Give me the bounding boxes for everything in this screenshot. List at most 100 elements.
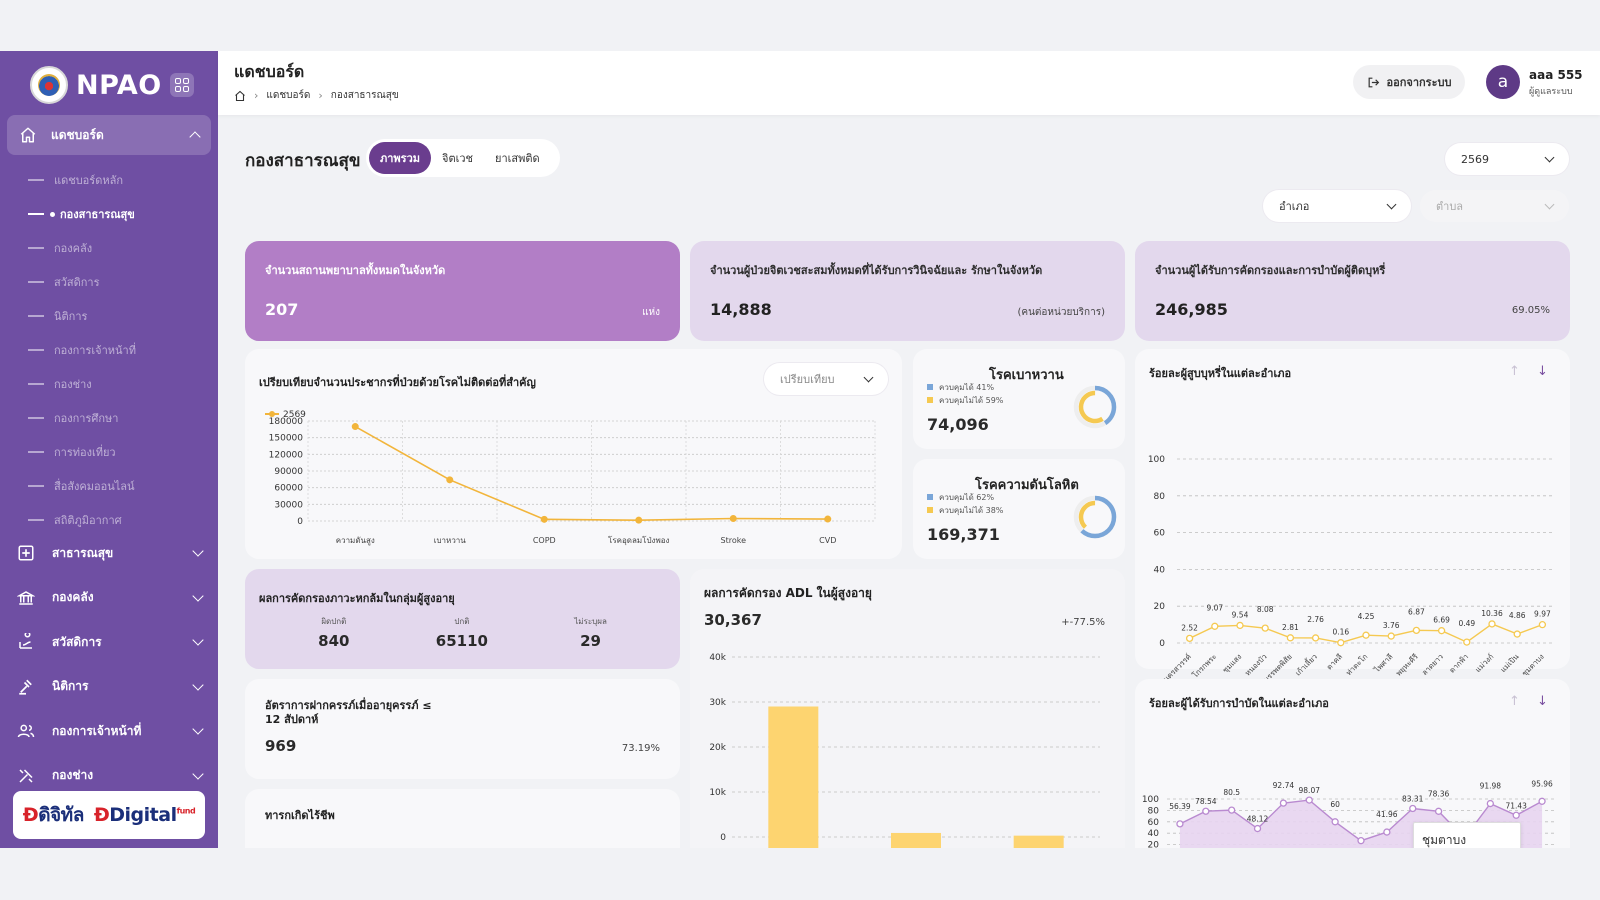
sidebar-subitem[interactable]: กองการเจ้าหน้าที่ bbox=[28, 333, 208, 367]
y-tick-label: 40 bbox=[1154, 565, 1166, 575]
district-select[interactable]: อำเภอ bbox=[1263, 190, 1411, 222]
data-label: 9.07 bbox=[1206, 603, 1223, 612]
sidebar-subitem[interactable]: สวัสดิการ bbox=[28, 265, 208, 299]
x-tick-label: โรคอุดลมโป่งพอง bbox=[608, 535, 669, 545]
tab-overview[interactable]: ภาพรวม bbox=[369, 142, 432, 174]
sort-down-button[interactable]: ↓ bbox=[1537, 694, 1548, 709]
x-tick-label: ตากฟ้า bbox=[1447, 652, 1470, 675]
sidebar-subitem[interactable]: สื่อสังคมออนไลน์ bbox=[28, 469, 208, 503]
kpi-value: 246,985 bbox=[1155, 300, 1228, 319]
sidebar-subitem[interactable]: กองสาธารณสุข bbox=[28, 197, 208, 231]
logout-button[interactable]: ออกจากระบบ bbox=[1353, 65, 1465, 99]
sidebar-subitem-label: กองช่าง bbox=[54, 378, 92, 391]
sidebar-subitem[interactable]: นิติการ bbox=[28, 299, 208, 333]
data-point bbox=[1538, 621, 1547, 629]
kpi-label: จำนวนผู้ป่วยจิตเวชสะสมทั้งหมดที่ได้รับกา… bbox=[710, 264, 1043, 277]
sidebar-subitem[interactable]: กองช่าง bbox=[28, 367, 208, 401]
stat-value: 840 bbox=[318, 632, 350, 650]
legend-controlled: ควบคุมได้ 41% bbox=[927, 381, 994, 394]
data-label: 0.16 bbox=[1332, 628, 1349, 637]
diabetes-card: โรคเบาหวาน ควบคุมได้ 41% ควบคุมไม่ได้ 59… bbox=[913, 349, 1125, 449]
avatar[interactable]: a bbox=[1486, 65, 1520, 99]
data-point bbox=[1383, 828, 1391, 836]
prenatal-value: 969 bbox=[265, 737, 297, 755]
bank-icon bbox=[16, 589, 36, 607]
x-tick-label: ไพศาลี bbox=[1372, 652, 1395, 675]
data-label: 78.36 bbox=[1428, 789, 1450, 798]
data-point bbox=[1286, 634, 1295, 642]
data-point bbox=[1488, 620, 1496, 628]
dash-icon bbox=[28, 179, 44, 181]
x-tick-label: ท่าตะโก bbox=[1344, 652, 1369, 677]
data-label: 80.5 bbox=[1223, 788, 1240, 797]
user-name[interactable]: aaa 555 bbox=[1529, 68, 1583, 82]
sidebar-subitem-label: สื่อสังคมออนไลน์ bbox=[54, 480, 135, 493]
prenatal-title: อัตราการฝากครรภ์เมื่ออายุครรภ์ ≤ 12 สัปด… bbox=[265, 699, 432, 726]
sidebar-item[interactable]: กองการเจ้าหน้าที่ bbox=[16, 709, 204, 754]
data-label: 91.98 bbox=[1480, 782, 1502, 791]
ncd-line-chart: 2569 0 30000 60000 90000 120000 150000 180000 คว… bbox=[265, 410, 876, 546]
sidebar-subitem-label: การท่องเที่ยว bbox=[54, 446, 116, 459]
sidebar-mainnav: สาธารณสุขกองคลัง สวัสดิการ นิติการ กองการเจ… bbox=[16, 531, 204, 799]
sidebar-item[interactable]: สาธารณสุข bbox=[16, 531, 204, 576]
legend-uncontrolled: ควบคุมไม่ได้ 38% bbox=[927, 504, 1003, 517]
tab-psychiatry[interactable]: จิตเวช bbox=[442, 152, 474, 165]
brand[interactable]: NPAO bbox=[30, 66, 194, 104]
data-point bbox=[446, 476, 454, 484]
tab-narcotics[interactable]: ยาเสพติด bbox=[495, 152, 540, 165]
sidebar-item[interactable]: กองคลัง bbox=[16, 576, 204, 621]
y-tick-label: 0 bbox=[720, 833, 726, 843]
subdistrict-select[interactable]: ตำบล bbox=[1420, 190, 1569, 222]
compare-select[interactable]: เปรียบเทียบ bbox=[764, 363, 888, 395]
data-point bbox=[1202, 807, 1210, 815]
data-label: 8.08 bbox=[1257, 605, 1274, 614]
smoker-chart-card: ร้อยละผู้สูบบุหรี่ในแต่ละอำเภอ ↑ ↓ 0 20 40… bbox=[1135, 349, 1570, 695]
hypertension-value: 169,371 bbox=[927, 525, 1000, 544]
sidebar-subitem-label: กองสาธารณสุข bbox=[60, 208, 135, 221]
prenatal-card: อัตราการฝากครรภ์เมื่ออายุครรภ์ ≤ 12 สัปด… bbox=[245, 679, 680, 779]
sort-down-button[interactable]: ↓ bbox=[1537, 364, 1548, 379]
y-tick-label: 60 bbox=[1148, 818, 1160, 828]
diabetes-title: โรคเบาหวาน bbox=[989, 368, 1064, 383]
data-label: 2.76 bbox=[1307, 615, 1324, 624]
bar bbox=[1013, 835, 1064, 848]
home-icon[interactable] bbox=[234, 90, 246, 102]
sidebar-item-dashboard[interactable]: แดชบอร์ด bbox=[7, 115, 211, 155]
sidebar-item[interactable]: นิติการ bbox=[16, 665, 204, 710]
digital-fund-banner[interactable]: Ðดิจิทัล ÐDigitalfund bbox=[13, 791, 205, 839]
x-tick-label: เก้าเลี้ยว bbox=[1293, 651, 1319, 677]
page-title: แดชบอร์ด bbox=[234, 62, 305, 81]
sidebar-subitem[interactable]: กองการศึกษา bbox=[28, 401, 208, 435]
sidebar-subitem[interactable]: กองคลัง bbox=[28, 231, 208, 265]
sort-up-button[interactable]: ↑ bbox=[1509, 364, 1520, 379]
apps-grid-icon[interactable] bbox=[169, 73, 194, 97]
x-tick-label: ลาดยาว bbox=[1420, 652, 1445, 677]
sort-up-button[interactable]: ↑ bbox=[1509, 694, 1520, 709]
data-label: 56.39 bbox=[1169, 802, 1191, 811]
data-point bbox=[1331, 818, 1339, 826]
sidebar-subitem[interactable]: การท่องเที่ยว bbox=[28, 435, 208, 469]
y-tick-label: 180000 bbox=[269, 417, 304, 427]
sidebar-subitem[interactable]: สถิติภูมิอากาศ bbox=[28, 503, 208, 537]
x-tick-label: ตาคลี bbox=[1325, 652, 1345, 672]
sidebar-subitem-label: กองการเจ้าหน้าที่ bbox=[54, 344, 136, 357]
year-select[interactable]: 2569 bbox=[1445, 143, 1569, 175]
hypertension-title: โรคความดันโลหิต bbox=[975, 478, 1079, 493]
chart-tooltip: ชุมตาบง bbox=[1413, 822, 1521, 848]
breadcrumb-dashboard[interactable]: แดชบอร์ด bbox=[266, 90, 311, 101]
kpi-unit: แห่ง bbox=[642, 307, 660, 318]
sidebar-item[interactable]: กองช่าง bbox=[16, 754, 204, 799]
sidebar-subitem[interactable]: แดชบอร์ดหลัก bbox=[28, 163, 208, 197]
logout-icon bbox=[1368, 77, 1379, 87]
data-point bbox=[1211, 622, 1219, 630]
data-point bbox=[824, 515, 832, 523]
y-tick-label: 90000 bbox=[274, 467, 303, 477]
data-label: 78.54 bbox=[1195, 797, 1217, 806]
sidebar-item-label: สาธารณสุข bbox=[52, 545, 114, 560]
sidebar-item[interactable]: สวัสดิการ bbox=[16, 620, 204, 665]
gavel-icon bbox=[16, 678, 36, 696]
digital-logo-th: Ðดิจิทัล bbox=[22, 804, 85, 826]
series-line bbox=[354, 425, 828, 521]
data-label: 9.54 bbox=[1232, 610, 1249, 619]
y-tick-label: 60000 bbox=[274, 484, 303, 494]
